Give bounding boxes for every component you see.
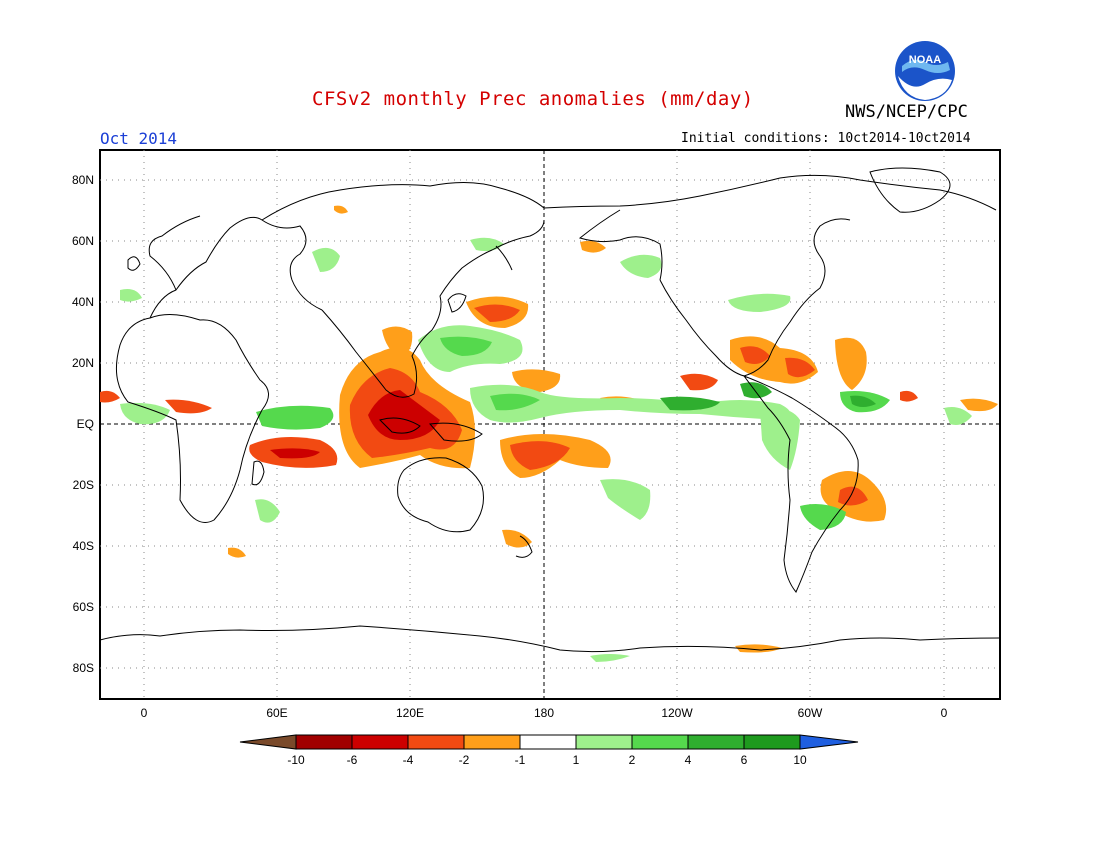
- lon-label-120e: 120E: [396, 706, 424, 720]
- coastlines: [99, 167, 1001, 653]
- colorbar-label: -10: [287, 753, 305, 767]
- colorbar-swatch: [743, 734, 801, 750]
- colorbar-swatch: [239, 734, 297, 750]
- lon-label-60e: 60E: [266, 706, 287, 720]
- noaa-logo-text: NOAA: [909, 54, 941, 66]
- equator-dateline: [100, 150, 1000, 699]
- lat-label-60s: 60S: [73, 600, 94, 614]
- colorbar-label: -6: [347, 753, 358, 767]
- colorbar-swatch: [631, 734, 689, 750]
- lon-label-60w: 60W: [798, 706, 823, 720]
- agency-label: NWS/NCEP/CPC: [845, 102, 968, 122]
- initial-conditions-label: Initial conditions: 10ct2014-10ct2014: [681, 131, 971, 146]
- lon-label-120w: 120W: [661, 706, 693, 720]
- lat-label-40n: 40N: [72, 295, 94, 309]
- month-label: Oct 2014: [100, 129, 178, 148]
- colorbar-label: 6: [741, 753, 748, 767]
- lat-label-80n: 80N: [72, 173, 94, 187]
- colorbar-swatch: [687, 734, 745, 750]
- map-title: CFSv2 monthly Prec anomalies (mm/day): [312, 88, 754, 110]
- colorbar-label: -1: [515, 753, 526, 767]
- colorbar-swatch: [407, 734, 465, 750]
- lon-label-0-east: 0: [941, 706, 948, 720]
- colorbar-label: -2: [459, 753, 470, 767]
- lat-label-60n: 60N: [72, 234, 94, 248]
- colorbar-label: 4: [685, 753, 692, 767]
- noaa-logo: NOAA: [895, 41, 955, 101]
- lon-label-180: 180: [534, 706, 554, 720]
- lat-label-40s: 40S: [73, 539, 94, 553]
- colorbar-label: -4: [403, 753, 414, 767]
- anomaly-fields: [100, 205, 998, 662]
- colorbar-label: 2: [629, 753, 636, 767]
- lat-label-eq: EQ: [77, 417, 94, 431]
- lon-label-0: 0: [141, 706, 148, 720]
- lat-label-20n: 20N: [72, 356, 94, 370]
- colorbar-swatch: [799, 734, 859, 750]
- colorbar-label: 10: [793, 753, 807, 767]
- colorbar-swatch: [519, 734, 577, 750]
- lat-label-20s: 20S: [73, 478, 94, 492]
- colorbar-swatch: [295, 734, 353, 750]
- lat-label-80s: 80S: [73, 661, 94, 675]
- colorbar-swatch: [463, 734, 521, 750]
- colorbar-label: 1: [573, 753, 580, 767]
- colorbar-swatch: [351, 734, 409, 750]
- colorbar-swatch: [575, 734, 633, 750]
